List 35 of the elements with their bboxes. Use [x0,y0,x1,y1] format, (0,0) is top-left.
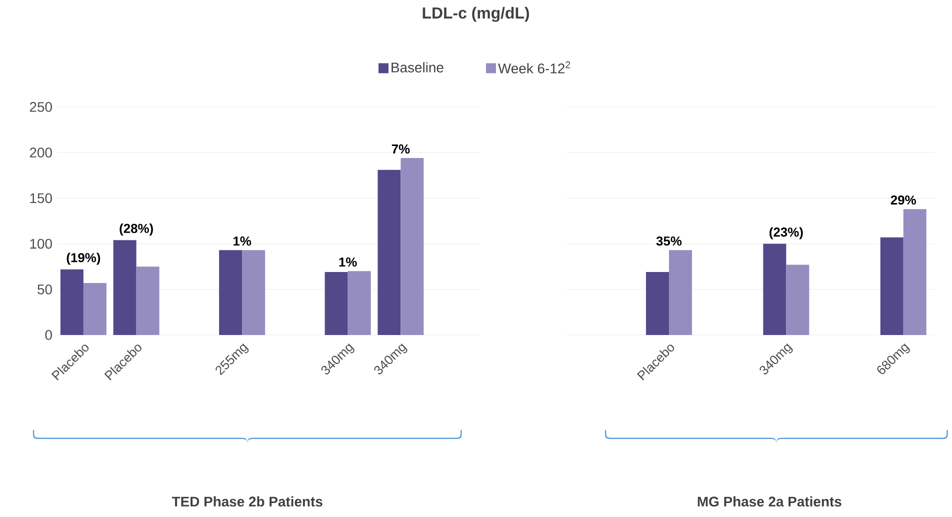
x-axis-title: TED Phase 2b Patients [172,496,322,507]
bar [786,264,810,335]
y-tick-label: 200 [30,148,52,158]
bar [348,271,371,335]
bar [60,269,84,335]
bar [668,250,692,335]
x-axis-title: MG Phase 2a Patients [698,496,842,507]
bar [324,272,348,335]
y-tick-label: 50 [38,284,52,294]
y-tick-label: 250 [30,102,52,112]
annotation: 29% [890,195,916,205]
bar [903,209,926,335]
annotation: 1% [234,236,252,246]
y-tick-label: 0 [45,330,52,340]
annotation: (19%) [66,252,100,265]
bar [378,170,401,335]
bar [400,158,424,335]
bar [763,244,786,335]
bar [219,250,242,335]
legend-label: Week 6-12$^{2}$ [498,61,570,74]
y-tick-label: 100 [30,238,52,249]
chart-title: LDL-c (mg/dL) [422,6,529,22]
bar [136,266,160,335]
legend-label: Baseline [392,62,444,72]
bar [646,272,669,335]
bar [83,283,106,335]
bar [113,240,136,335]
annotation: 1% [339,258,357,267]
bar [242,250,266,335]
bar [880,237,904,335]
annotation: (28%) [120,224,153,236]
annotation: 35% [656,236,682,246]
annotation: 7% [392,144,410,154]
annotation: (23%) [770,227,803,240]
y-tick-label: 150 [30,193,52,204]
